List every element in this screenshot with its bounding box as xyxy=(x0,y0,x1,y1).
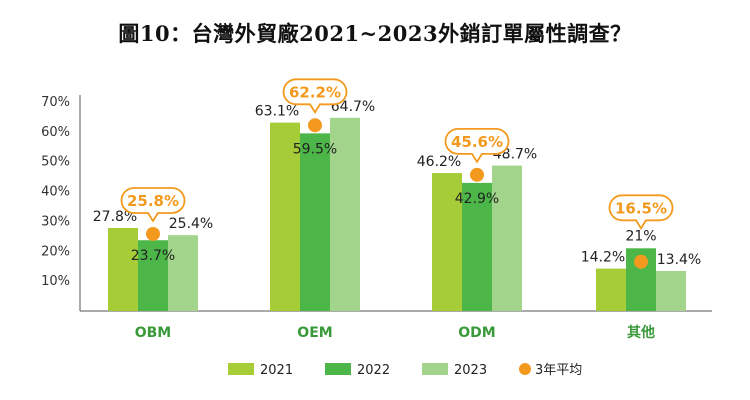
bar-2021-ODM xyxy=(432,173,462,311)
y-tick-label: 40% xyxy=(41,185,70,200)
bar-2023-OBM xyxy=(168,235,198,311)
legend-label: 2023 xyxy=(454,363,487,378)
bar-2022-OBM xyxy=(138,240,168,311)
data-label-2022: 23.7% xyxy=(131,248,175,264)
data-label-2023: 13.4% xyxy=(657,252,701,268)
data-label-2022: 42.9% xyxy=(455,191,499,207)
y-tick-label: 60% xyxy=(41,125,70,140)
legend-label: 2021 xyxy=(260,363,293,378)
legend-label: 3年平均 xyxy=(535,363,582,378)
bar-2023-其他 xyxy=(656,270,686,311)
bar-2021-OBM xyxy=(108,227,138,311)
average-dot xyxy=(308,118,322,133)
y-tick-label: 70% xyxy=(41,95,70,110)
y-tick-label: 30% xyxy=(41,214,70,229)
x-category-label: OEM xyxy=(297,325,332,341)
legend-average-dot xyxy=(519,363,531,375)
y-tick-label: 10% xyxy=(41,274,70,289)
legend-swatch-2022 xyxy=(325,363,351,375)
bar-2022-OEM xyxy=(300,133,330,311)
y-tick-label: 20% xyxy=(41,244,70,259)
average-dot xyxy=(146,226,160,241)
average-callout xyxy=(444,127,510,164)
bar-2021-OEM xyxy=(270,122,300,311)
data-label-2023: 64.7% xyxy=(331,99,375,115)
average-callout xyxy=(608,194,674,230)
bar-2023-OEM xyxy=(330,117,360,312)
legend-swatch-2021 xyxy=(228,363,254,375)
bar-2021-其他 xyxy=(596,268,626,311)
x-category-label: 其他 xyxy=(627,324,655,341)
x-category-label: OBM xyxy=(135,325,172,341)
average-label: 45.6% xyxy=(451,133,503,151)
average-callout xyxy=(282,78,348,114)
average-dot xyxy=(470,167,484,182)
average-label: 25.8% xyxy=(127,192,179,210)
data-label-2021: 63.1% xyxy=(255,104,299,120)
data-label-2023: 25.4% xyxy=(169,216,213,232)
bar-2022-ODM xyxy=(462,182,492,311)
average-label: 16.5% xyxy=(615,199,667,217)
y-tick-label: 50% xyxy=(41,155,70,170)
data-label-2021: 27.8% xyxy=(93,209,137,225)
data-label-2021: 14.2% xyxy=(581,250,625,266)
data-label-2021: 46.2% xyxy=(417,154,461,170)
average-label: 62.2% xyxy=(289,83,341,101)
x-category-label: ODM xyxy=(458,325,495,341)
average-dot xyxy=(634,254,648,269)
legend-swatch-2023 xyxy=(422,363,448,375)
average-callout xyxy=(120,187,186,223)
bar-2023-ODM xyxy=(492,165,522,311)
chart-title: 圖10：台灣外貿廠2021~2023外銷訂單屬性調查？ xyxy=(118,21,632,46)
data-label-2022: 21% xyxy=(625,228,656,244)
legend-label: 2022 xyxy=(357,363,390,378)
data-label-2022: 59.5% xyxy=(293,141,337,157)
